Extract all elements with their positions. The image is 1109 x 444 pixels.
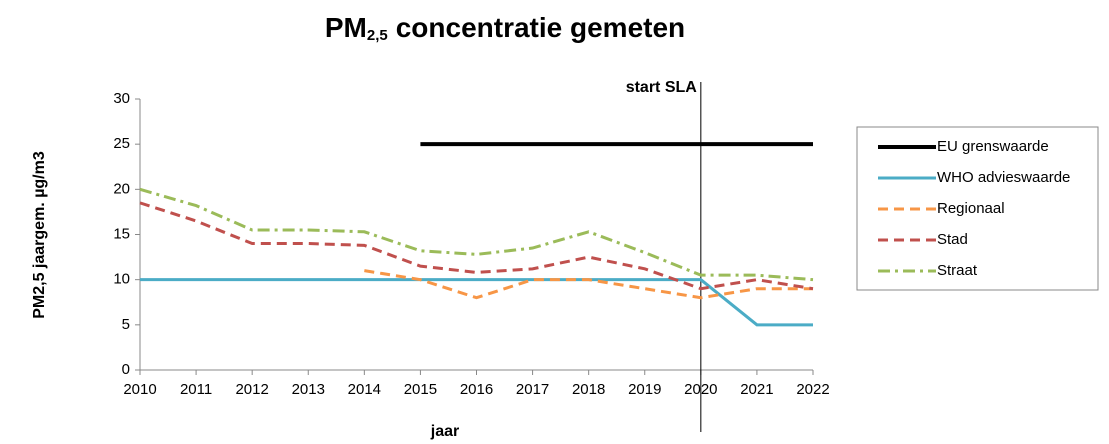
- x-tick-label: 2017: [516, 381, 549, 398]
- y-tick-label: 0: [122, 361, 130, 378]
- y-tick-label: 5: [122, 316, 130, 333]
- x-tick-label: 2014: [348, 381, 381, 398]
- series-line: [364, 269, 813, 300]
- x-tick-label: 2016: [460, 381, 493, 398]
- x-tick-label: 2015: [404, 381, 437, 398]
- y-axis-label: PM2,5 jaargem. µg/m3: [31, 151, 48, 319]
- legend-label: WHO advieswaarde: [937, 169, 1070, 186]
- y-tick-label: 30: [113, 90, 130, 107]
- legend-label: EU grenswaarde: [937, 138, 1049, 155]
- y-tick-label: 10: [113, 271, 130, 288]
- x-tick-label: 2013: [292, 381, 325, 398]
- x-tick-label: 2019: [628, 381, 661, 398]
- x-tick-label: 2018: [572, 381, 605, 398]
- title-prefix: PM: [325, 12, 367, 43]
- legend-label: Stad: [937, 231, 968, 248]
- x-tick-label: 2021: [740, 381, 773, 398]
- title-subscript: 2,5: [367, 27, 388, 44]
- x-tick-label: 2022: [796, 381, 829, 398]
- annotation-label: start SLA: [626, 79, 698, 96]
- legend-label: Regionaal: [937, 200, 1005, 217]
- series-line: [139, 187, 814, 282]
- y-tick-label: 20: [113, 180, 130, 197]
- title-rest: concentratie gemeten: [396, 12, 685, 43]
- legend-label: Straat: [937, 262, 978, 279]
- series-line: [139, 201, 814, 291]
- x-tick-label: 2012: [235, 381, 268, 398]
- chart-title: PM2,5 concentratie gemeten: [325, 12, 685, 44]
- y-tick-label: 15: [113, 225, 130, 242]
- x-axis-label: jaar: [430, 423, 459, 440]
- series-line: [140, 278, 813, 327]
- y-tick-label: 25: [113, 135, 130, 152]
- x-tick-label: 2010: [123, 381, 156, 398]
- x-tick-label: 2011: [180, 381, 212, 398]
